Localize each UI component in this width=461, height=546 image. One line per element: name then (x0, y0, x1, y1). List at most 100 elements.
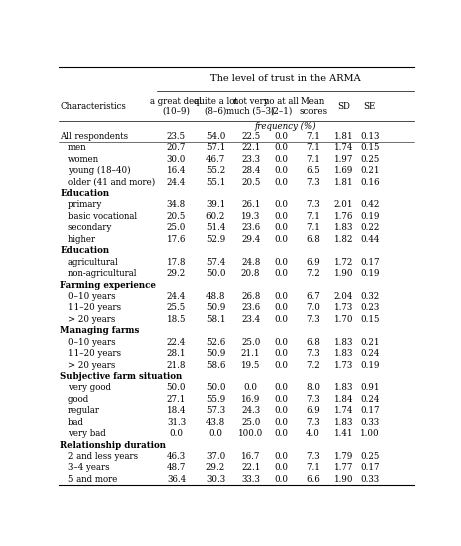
Text: 30.3: 30.3 (206, 475, 225, 484)
Text: 36.4: 36.4 (167, 475, 186, 484)
Text: SE: SE (364, 102, 376, 111)
Text: 0.0: 0.0 (274, 337, 288, 347)
Text: 0.44: 0.44 (360, 235, 379, 244)
Text: 52.9: 52.9 (206, 235, 225, 244)
Text: 48.8: 48.8 (206, 292, 225, 301)
Text: 58.1: 58.1 (206, 315, 225, 324)
Text: 25.0: 25.0 (167, 223, 186, 233)
Text: 57.4: 57.4 (206, 258, 225, 266)
Text: men: men (68, 144, 86, 152)
Text: The level of trust in the ARMA: The level of trust in the ARMA (210, 74, 361, 84)
Text: 60.2: 60.2 (206, 212, 225, 221)
Text: 0.33: 0.33 (361, 418, 379, 427)
Text: 0.23: 0.23 (360, 304, 379, 312)
Text: 1.84: 1.84 (334, 395, 353, 404)
Text: 1.83: 1.83 (334, 383, 353, 393)
Text: 24.8: 24.8 (241, 258, 260, 266)
Text: 0.0: 0.0 (274, 349, 288, 358)
Text: 0.24: 0.24 (360, 395, 379, 404)
Text: 33.3: 33.3 (241, 475, 260, 484)
Text: 0.0: 0.0 (274, 200, 288, 210)
Text: 23.3: 23.3 (241, 155, 260, 164)
Text: 0.0: 0.0 (274, 212, 288, 221)
Text: 28.1: 28.1 (167, 349, 186, 358)
Text: 17.8: 17.8 (167, 258, 186, 266)
Text: 1.00: 1.00 (360, 429, 380, 438)
Text: 0.0: 0.0 (274, 406, 288, 416)
Text: 0.19: 0.19 (360, 212, 379, 221)
Text: frequency (%): frequency (%) (255, 122, 316, 130)
Text: 6.5: 6.5 (306, 166, 320, 175)
Text: 7.2: 7.2 (306, 269, 320, 278)
Text: 28.4: 28.4 (241, 166, 260, 175)
Text: secondary: secondary (68, 223, 112, 233)
Text: 1.41: 1.41 (334, 429, 353, 438)
Text: 0.16: 0.16 (360, 177, 379, 187)
Text: 0.22: 0.22 (360, 223, 379, 233)
Text: 5 and more: 5 and more (68, 475, 117, 484)
Text: Education: Education (60, 189, 110, 198)
Text: 51.4: 51.4 (206, 223, 225, 233)
Text: 100.0: 100.0 (238, 429, 263, 438)
Text: very bad: very bad (68, 429, 106, 438)
Text: 1.73: 1.73 (334, 304, 353, 312)
Text: 22.4: 22.4 (167, 337, 186, 347)
Text: 18.5: 18.5 (167, 315, 186, 324)
Text: 0.15: 0.15 (360, 315, 379, 324)
Text: 0.0: 0.0 (170, 429, 183, 438)
Text: women: women (68, 155, 99, 164)
Text: 0.42: 0.42 (360, 200, 379, 210)
Text: 0.24: 0.24 (360, 349, 379, 358)
Text: 0.0: 0.0 (243, 383, 258, 393)
Text: 55.1: 55.1 (206, 177, 225, 187)
Text: Farming experience: Farming experience (60, 281, 156, 289)
Text: 24.4: 24.4 (167, 292, 186, 301)
Text: 0.0: 0.0 (274, 177, 288, 187)
Text: 7.3: 7.3 (306, 452, 320, 461)
Text: 0.0: 0.0 (274, 223, 288, 233)
Text: 6.8: 6.8 (306, 235, 320, 244)
Text: 8.0: 8.0 (306, 383, 320, 393)
Text: 29.2: 29.2 (206, 464, 225, 472)
Text: 19.5: 19.5 (241, 360, 260, 370)
Text: 6.9: 6.9 (306, 406, 320, 416)
Text: 31.3: 31.3 (167, 418, 186, 427)
Text: 0–10 years: 0–10 years (68, 292, 115, 301)
Text: 2.01: 2.01 (334, 200, 353, 210)
Text: 6.7: 6.7 (306, 292, 320, 301)
Text: 23.4: 23.4 (241, 315, 260, 324)
Text: > 20 years: > 20 years (68, 360, 115, 370)
Text: 54.0: 54.0 (206, 132, 225, 141)
Text: 1.81: 1.81 (334, 177, 354, 187)
Text: 50.9: 50.9 (206, 349, 225, 358)
Text: 0.0: 0.0 (274, 166, 288, 175)
Text: 0.0: 0.0 (274, 132, 288, 141)
Text: young (18–40): young (18–40) (68, 166, 130, 175)
Text: good: good (68, 395, 89, 404)
Text: 1.74: 1.74 (334, 144, 353, 152)
Text: 0.13: 0.13 (360, 132, 379, 141)
Text: 26.1: 26.1 (241, 200, 260, 210)
Text: 50.0: 50.0 (206, 383, 225, 393)
Text: 7.1: 7.1 (306, 212, 320, 221)
Text: Education: Education (60, 246, 110, 255)
Text: 6.6: 6.6 (306, 475, 320, 484)
Text: 1.97: 1.97 (334, 155, 353, 164)
Text: no at all
(2–1): no at all (2–1) (264, 97, 299, 116)
Text: 16.9: 16.9 (241, 395, 260, 404)
Text: 22.5: 22.5 (241, 132, 260, 141)
Text: 0.0: 0.0 (274, 155, 288, 164)
Text: 23.6: 23.6 (241, 223, 260, 233)
Text: Subjective farm situation: Subjective farm situation (60, 372, 183, 381)
Text: 18.4: 18.4 (167, 406, 186, 416)
Text: 48.7: 48.7 (167, 464, 186, 472)
Text: 6.8: 6.8 (306, 337, 320, 347)
Text: 46.3: 46.3 (167, 452, 186, 461)
Text: Characteristics: Characteristics (60, 102, 126, 111)
Text: 1.69: 1.69 (334, 166, 353, 175)
Text: 58.6: 58.6 (206, 360, 225, 370)
Text: 0.25: 0.25 (360, 452, 379, 461)
Text: 21.8: 21.8 (167, 360, 186, 370)
Text: 6.9: 6.9 (306, 258, 320, 266)
Text: 37.0: 37.0 (206, 452, 225, 461)
